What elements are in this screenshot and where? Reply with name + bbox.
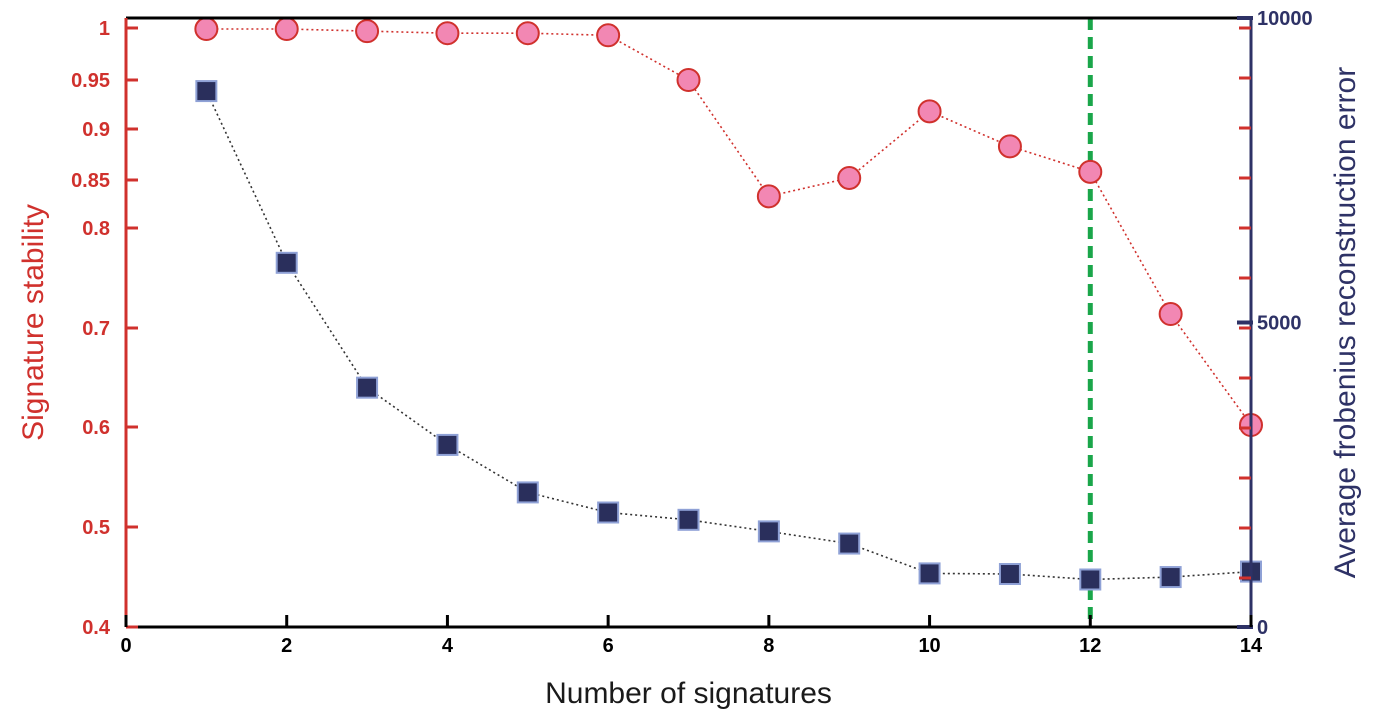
error-point-5 xyxy=(516,481,539,504)
left-tick-label-0.4: 0.4 xyxy=(82,617,111,639)
stability-point-5 xyxy=(515,21,540,46)
error-point-11 xyxy=(998,563,1021,586)
right-tick-label-5000: 5000 xyxy=(1257,313,1302,335)
left-tick-label-0.8: 0.8 xyxy=(82,218,110,240)
series-layer xyxy=(194,17,1263,627)
error-point-13 xyxy=(1159,566,1182,589)
error-point-7 xyxy=(677,508,700,531)
plot-area xyxy=(126,18,1251,627)
error-point-2 xyxy=(275,251,298,274)
error-point-4 xyxy=(436,433,459,456)
plot-background xyxy=(126,18,1251,627)
left-tick-label-0.5: 0.5 xyxy=(82,517,110,539)
error-point-1 xyxy=(195,80,218,103)
left-tick-label-0.85: 0.85 xyxy=(71,170,110,192)
left-tick-label-0.9: 0.9 xyxy=(82,119,110,141)
right-tick-label-0: 0 xyxy=(1257,617,1268,639)
y-left-axis-title: Signature stability xyxy=(17,204,50,441)
axes-layer xyxy=(124,16,1253,629)
x-tick-label-14: 14 xyxy=(1240,635,1263,657)
stability-point-6 xyxy=(596,23,621,48)
stability-point-7 xyxy=(676,68,701,92)
stability-point-11 xyxy=(997,134,1022,159)
stability-point-12 xyxy=(1078,159,1103,184)
x-axis-title: Number of signatures xyxy=(545,677,832,710)
stability-point-9 xyxy=(837,165,862,190)
error-point-9 xyxy=(838,532,861,555)
stability-point-4 xyxy=(435,21,460,46)
left-tick-label-1: 1 xyxy=(99,18,110,40)
error-point-10 xyxy=(918,562,941,585)
error-point-8 xyxy=(757,520,780,543)
y-right-axis-title: Average frobenius reconstruction error xyxy=(1329,67,1362,578)
left-tick-label-0.6: 0.6 xyxy=(82,417,110,439)
stability-point-2 xyxy=(274,17,299,42)
error-point-3 xyxy=(356,376,379,399)
stability-point-3 xyxy=(355,19,380,44)
stability-point-10 xyxy=(917,99,942,124)
error-point-12 xyxy=(1079,568,1102,591)
x-tick-label-10: 10 xyxy=(918,635,940,657)
stability-point-13 xyxy=(1158,302,1183,326)
x-tick-label-6: 6 xyxy=(603,635,614,657)
error-point-6 xyxy=(597,501,620,524)
x-tick-label-2: 2 xyxy=(281,635,292,657)
x-tick-label-0: 0 xyxy=(120,635,131,657)
left-tick-label-0.7: 0.7 xyxy=(82,318,110,340)
right-tick-label-10000: 10000 xyxy=(1257,8,1313,30)
left-tick-label-0.95: 0.95 xyxy=(71,70,110,92)
x-tick-label-12: 12 xyxy=(1079,635,1101,657)
stability-point-8 xyxy=(756,184,781,209)
stability-point-1 xyxy=(194,17,219,42)
x-tick-label-4: 4 xyxy=(442,635,454,657)
x-tick-label-8: 8 xyxy=(763,635,774,657)
